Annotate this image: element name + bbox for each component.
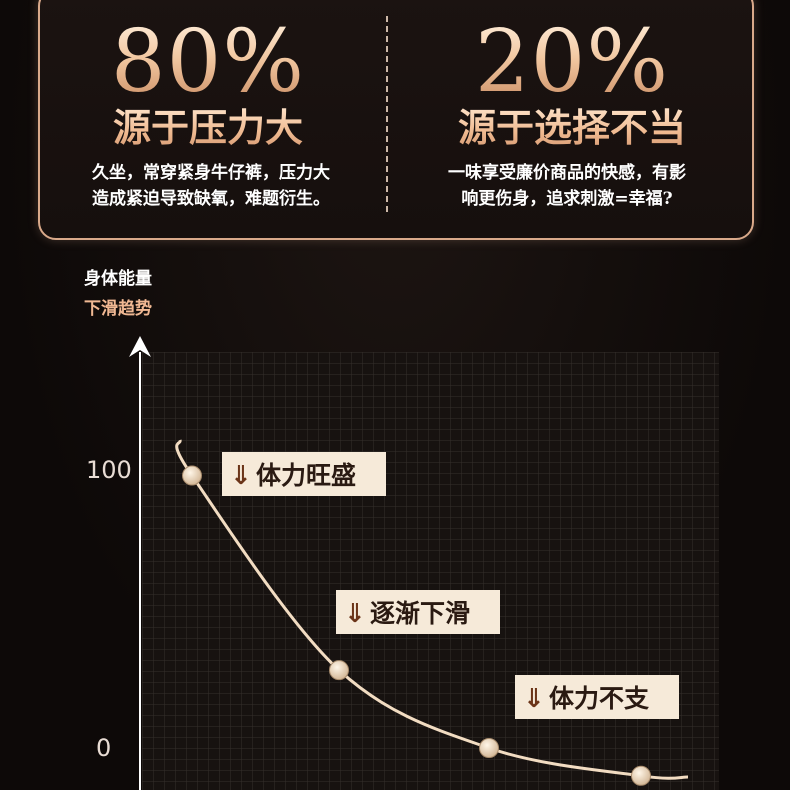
chart-grid-lines bbox=[142, 352, 719, 790]
point-label-box-2 bbox=[336, 590, 500, 634]
point-label-box-1 bbox=[222, 452, 386, 496]
stat-left-desc-line1: 久坐，常穿紧身牛仔裤，压力大 bbox=[92, 163, 330, 183]
point-label-3: 体力不支 bbox=[549, 684, 649, 713]
y-axis-title: 身体能量 下滑趋势 bbox=[84, 264, 152, 324]
top-card bbox=[38, 0, 754, 240]
y-tick-0: 0 bbox=[96, 734, 111, 762]
stat-right-heading: 源于选择不当 bbox=[402, 104, 742, 152]
point-label-1: 体力旺盛 bbox=[256, 461, 356, 490]
stat-left-description: 久坐，常穿紧身牛仔裤，压力大 造成紧迫导致缺氧，难题衍生。 bbox=[46, 160, 376, 212]
down-arrow-icon: ⇓ bbox=[230, 461, 252, 491]
y-axis-title-line1: 身体能量 bbox=[84, 269, 152, 289]
point-label-2: 逐渐下滑 bbox=[370, 599, 470, 628]
y-axis-title-line2: 下滑趋势 bbox=[84, 299, 152, 319]
stat-right-desc-line1: 一味享受廉价商品的快感，有影 bbox=[448, 163, 686, 183]
point-label-box-3 bbox=[515, 675, 679, 719]
y-tick-100: 100 bbox=[86, 456, 132, 484]
stat-right-description: 一味享受廉价商品的快感，有影 响更伤身，追求刺激=幸福? bbox=[402, 160, 732, 212]
stat-left-desc-line2: 造成紧迫导致缺氧，难题衍生。 bbox=[92, 189, 330, 209]
down-arrow-icon: ⇓ bbox=[523, 684, 545, 714]
data-point-2 bbox=[329, 660, 349, 681]
stat-left-percent: 80% bbox=[38, 16, 378, 108]
data-point-4 bbox=[631, 765, 651, 786]
data-point-3 bbox=[479, 738, 499, 758]
data-point-1 bbox=[182, 465, 202, 486]
stat-left-heading: 源于压力大 bbox=[38, 104, 378, 152]
card-divider bbox=[386, 16, 388, 212]
stat-right-desc-line2: 响更伤身，追求刺激=幸福? bbox=[461, 189, 673, 209]
y-axis-arrow-icon bbox=[129, 336, 151, 357]
down-arrow-icon: ⇓ bbox=[344, 599, 366, 629]
stat-right-percent: 20% bbox=[402, 16, 742, 108]
